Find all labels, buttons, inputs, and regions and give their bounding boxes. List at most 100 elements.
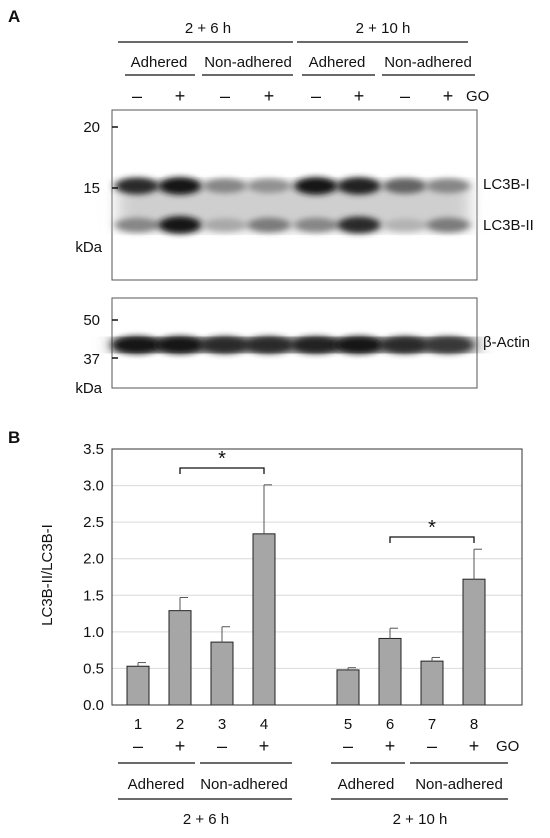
mw-marker: 20 <box>83 119 100 136</box>
treatment-sign: + <box>385 736 396 756</box>
x-tick-label: 5 <box>344 716 352 733</box>
treatment-signs-a: – + – + – + – + <box>132 86 453 106</box>
condition-label: Non-adhered <box>415 776 503 793</box>
time-group-label: 2 + 6 h <box>183 811 229 828</box>
x-tick-label: 3 <box>218 716 226 733</box>
lc3b-ii-band <box>203 218 247 232</box>
condition-header: Non-adhered <box>204 54 292 71</box>
significance-bracket <box>389 536 475 543</box>
bar <box>168 610 192 706</box>
x-tick-label: 6 <box>386 716 394 733</box>
lc3b-ii-band <box>158 216 202 234</box>
lc3b-i-band <box>426 178 470 194</box>
y-tick-label: 0.0 <box>83 697 104 714</box>
actin-band <box>155 336 205 354</box>
treatment-sign: – <box>220 86 230 106</box>
y-tick-label: 3.0 <box>83 478 104 495</box>
lc3b-i-band <box>337 177 381 195</box>
band-label-actin: β-Actin <box>483 334 530 351</box>
y-tick-label: 1.5 <box>83 587 104 604</box>
bar-chart: 0.0 0.5 1.0 1.5 2.0 2.5 3.0 3.5 * * <box>83 441 523 714</box>
treatment-sign: + <box>264 86 275 106</box>
treatment-sign: – <box>400 86 410 106</box>
lc3b-i-band <box>203 178 247 194</box>
time-group-label: 2 + 10 h <box>393 811 448 828</box>
actin-blot <box>111 297 478 389</box>
treatment-sign: – <box>343 736 353 756</box>
treatment-sign: – <box>132 86 142 106</box>
y-tick-label: 2.5 <box>83 514 104 531</box>
x-tick-label: 7 <box>428 716 436 733</box>
x-tick-label: 2 <box>176 716 184 733</box>
plot-frame <box>111 448 523 706</box>
kda-label: kDa <box>75 239 102 256</box>
treatment-sign: + <box>175 86 186 106</box>
lc3b-ii-band <box>383 218 427 232</box>
lc3b-i-band <box>294 177 338 195</box>
lc3b-i-band <box>383 178 427 194</box>
bar <box>126 665 150 706</box>
y-axis-label: LC3B-II/LC3B-I <box>39 524 56 626</box>
lc3b-i-band <box>247 178 291 194</box>
go-label: GO <box>466 88 489 105</box>
mw-marker: 37 <box>83 351 100 368</box>
actin-band <box>380 336 430 354</box>
condition-label: Adhered <box>338 776 395 793</box>
actin-band <box>244 336 294 354</box>
bar <box>420 660 444 706</box>
treatment-sign: – <box>217 736 227 756</box>
actin-band <box>423 336 473 354</box>
condition-label: Adhered <box>128 776 185 793</box>
kda-label: kDa <box>75 380 102 397</box>
bar <box>252 533 276 706</box>
lc3b-i-band <box>115 177 159 195</box>
actin-band <box>112 336 162 354</box>
panel-b-label: B <box>8 428 20 447</box>
x-tick-label: 1 <box>134 716 142 733</box>
treatment-sign: – <box>133 736 143 756</box>
x-tick-label: 4 <box>260 716 268 733</box>
treatment-sign: + <box>175 736 186 756</box>
bar <box>462 578 486 706</box>
go-label-b: GO <box>496 738 519 755</box>
y-tick-label: 3.5 <box>83 441 104 458</box>
mw-marker: 15 <box>83 180 100 197</box>
treatment-sign: + <box>469 736 480 756</box>
actin-band <box>200 336 250 354</box>
lc3b-ii-band <box>247 217 291 233</box>
bar <box>336 669 360 706</box>
time-group-header: 2 + 6 h <box>185 20 231 37</box>
band-label-lc3b-i: LC3B-I <box>483 176 530 193</box>
bar <box>210 641 234 706</box>
condition-label: Non-adhered <box>200 776 288 793</box>
condition-header: Adhered <box>309 54 366 71</box>
significance-star: * <box>428 517 436 539</box>
significance-bracket <box>179 467 265 474</box>
band-label-lc3b-ii: LC3B-II <box>483 217 534 234</box>
treatment-sign: + <box>259 736 270 756</box>
y-tick-label: 2.0 <box>83 551 104 568</box>
lc3b-ii-band <box>115 217 159 233</box>
mw-marker: 50 <box>83 312 100 329</box>
panel-a-label: A <box>8 7 20 26</box>
bar <box>378 637 402 706</box>
actin-band <box>334 336 384 354</box>
lc3b-ii-band <box>337 216 381 234</box>
lc3b-ii-band <box>426 217 470 233</box>
x-tick-label: 8 <box>470 716 478 733</box>
lc3b-ii-band <box>294 217 338 233</box>
treatment-signs-b: – + – + – + – + <box>133 736 479 756</box>
lc3b-blot <box>111 109 478 281</box>
category-labels: 1 2 3 4 5 6 7 8 <box>134 716 478 733</box>
actin-band <box>291 336 341 354</box>
y-tick-label: 1.0 <box>83 624 104 641</box>
condition-header: Non-adhered <box>384 54 472 71</box>
lc3b-i-band <box>158 177 202 195</box>
time-group-header: 2 + 10 h <box>356 20 411 37</box>
y-tick-label: 0.5 <box>83 660 104 677</box>
treatment-sign: + <box>354 86 365 106</box>
significance-star: * <box>218 448 226 470</box>
condition-header: Adhered <box>131 54 188 71</box>
treatment-sign: – <box>311 86 321 106</box>
